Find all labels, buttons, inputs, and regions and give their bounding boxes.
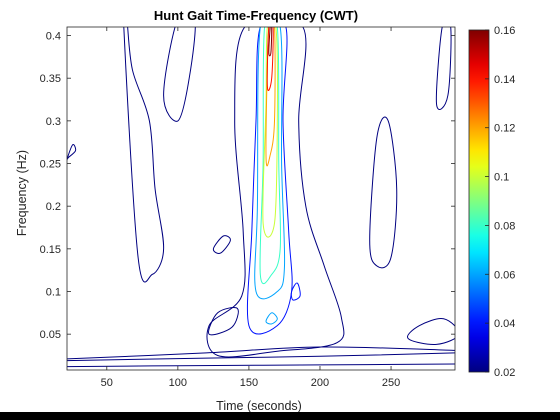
colorbar-ticks: 0.02 0.04 0.06 0.08 0.1 0.12 0.14 0.16 [485,25,515,379]
x-tick-label: 200 [311,377,329,389]
x-tick-label: 150 [240,377,258,389]
chart-title: Hunt Gait Time-Frequency (CWT) [154,8,358,23]
plot-area [67,27,455,370]
contour-line [67,352,455,362]
colorbar-tick-label: 0.14 [494,74,515,86]
y-tick-label: 0.05 [40,329,61,341]
contour-line [259,27,282,285]
contour-line [369,116,398,269]
colorbar-tick-label: 0.1 [494,172,509,184]
colorbar-tick-label: 0.04 [494,318,515,330]
y-tick-label: 0.4 [46,31,61,43]
contour-line [265,312,278,325]
contour-line [123,27,165,283]
y-tick-label: 0.2 [46,201,61,213]
x-tick-label: 50 [101,377,113,389]
plot-frame [66,26,456,371]
y-axis-label: Frequency (Hz) [15,150,29,236]
contour-line [206,27,345,358]
colorbar-tick-label: 0.08 [494,220,515,232]
contour-line [290,282,301,301]
contour-line [212,235,231,254]
colorbar-tick-label: 0.06 [494,269,515,281]
x-tick-label: 100 [169,377,187,389]
contour-line [163,27,196,122]
colorbar-tick-label: 0.02 [494,367,515,379]
contour-line [266,27,274,91]
contour-line [67,363,455,368]
y-tick-label: 0.25 [40,159,61,171]
x-axis-ticks: 50 100 150 200 250 [101,27,400,389]
y-tick-label: 0.1 [46,287,61,299]
y-tick-label: 0.3 [46,116,61,128]
y-axis-ticks: 0.05 0.1 0.15 0.2 0.25 0.3 0.35 0.4 [40,31,455,341]
contour-line [246,27,293,335]
contour-line [268,27,273,57]
y-tick-label: 0.15 [40,244,61,256]
contour-line [67,346,455,360]
x-axis-label: Time (seconds) [216,399,302,412]
contour-line [254,27,286,300]
x-tick-label: 250 [382,377,400,389]
colorbar-tick-label: 0.12 [494,123,515,135]
y-tick-label: 0.35 [40,73,61,85]
contour-lines [67,27,455,368]
contour-line [407,318,455,345]
colorbar-tick-label: 0.16 [494,25,515,37]
colorbar [468,29,490,373]
contour-line [435,27,452,110]
contour-line [208,307,239,336]
